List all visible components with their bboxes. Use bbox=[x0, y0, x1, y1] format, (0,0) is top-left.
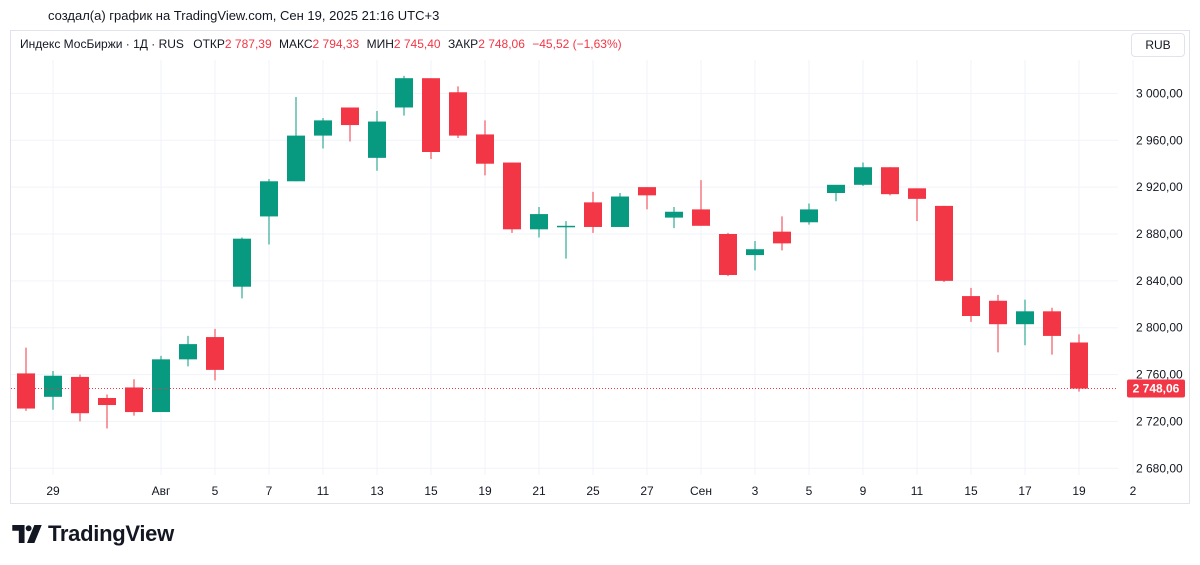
x-tick-label: 15 bbox=[424, 484, 438, 498]
candle-body[interactable] bbox=[773, 231, 791, 244]
y-axis[interactable]: 2 680,00 2 720,00 2 760,00 2 800,00 2 840,00… bbox=[1136, 86, 1183, 475]
high-value: 2 794,33 bbox=[312, 37, 360, 51]
x-tick-label: 19 bbox=[1072, 484, 1086, 498]
x-tick-label: 17 bbox=[1018, 484, 1032, 498]
candle-body[interactable] bbox=[71, 376, 89, 414]
y-tick-label: 2 960,00 bbox=[1136, 133, 1183, 147]
low-label: МИН bbox=[366, 37, 394, 51]
open-label: ОТКР bbox=[193, 37, 225, 51]
x-tick-label: 15 bbox=[964, 484, 978, 498]
x-tick-label: 25 bbox=[586, 484, 600, 498]
last-price-group: 2 748,06 bbox=[11, 379, 1185, 398]
x-tick-label: 11 bbox=[317, 484, 330, 498]
candle-body[interactable] bbox=[314, 120, 332, 136]
candle-body[interactable] bbox=[476, 134, 494, 164]
x-tick-label: 9 bbox=[860, 484, 867, 498]
chart-caption: создал(а) график на TradingView.com, Сен… bbox=[48, 8, 440, 23]
high-label: МАКС bbox=[278, 37, 313, 51]
candle-body[interactable] bbox=[44, 375, 62, 397]
candle-body[interactable] bbox=[395, 78, 413, 108]
candle-body[interactable] bbox=[17, 373, 35, 409]
x-tick-label: 7 bbox=[266, 484, 273, 498]
candle-body[interactable] bbox=[746, 249, 764, 256]
candle-body[interactable] bbox=[206, 337, 224, 370]
x-tick-label: 13 bbox=[370, 484, 384, 498]
candle-body[interactable] bbox=[881, 167, 899, 195]
x-tick-label: Сен bbox=[690, 484, 712, 498]
candle-body[interactable] bbox=[449, 92, 467, 136]
candle-body[interactable] bbox=[908, 188, 926, 199]
candle-body[interactable] bbox=[368, 121, 386, 158]
x-tick-label: 5 bbox=[212, 484, 219, 498]
candle-body[interactable] bbox=[503, 162, 521, 230]
candle-body[interactable] bbox=[341, 107, 359, 126]
close-label: ЗАКР bbox=[447, 37, 479, 51]
close-value: 2 748,06 bbox=[478, 37, 525, 51]
x-tick-label: 21 bbox=[532, 484, 546, 498]
x-tick-label: 5 bbox=[806, 484, 813, 498]
tradingview-logo-icon bbox=[12, 525, 42, 543]
x-tick-label: Авг bbox=[152, 484, 171, 498]
x-tick-label: 3 bbox=[752, 484, 759, 498]
tradingview-logo[interactable]: TradingView bbox=[12, 521, 174, 547]
candle-body[interactable] bbox=[692, 209, 710, 226]
x-tick-label: 2 bbox=[1130, 484, 1137, 498]
candle-body[interactable] bbox=[638, 187, 656, 196]
candle-body[interactable] bbox=[557, 225, 575, 228]
x-tick-label: 29 bbox=[46, 484, 60, 498]
low-value: 2 745,40 bbox=[393, 37, 441, 51]
tradingview-brand: TradingView bbox=[48, 521, 174, 546]
candle-body[interactable] bbox=[611, 196, 629, 227]
candle-body[interactable] bbox=[125, 387, 143, 413]
symbol-label[interactable]: Индекс МосБиржи · 1Д · RUS bbox=[20, 37, 184, 51]
candle-body[interactable] bbox=[1043, 311, 1061, 336]
candle-body[interactable] bbox=[584, 202, 602, 227]
candle-body[interactable] bbox=[422, 78, 440, 152]
y-tick-label: 2 840,00 bbox=[1136, 274, 1183, 288]
candle-body[interactable] bbox=[233, 238, 251, 287]
y-tick-label: 2 720,00 bbox=[1136, 414, 1183, 428]
currency-button[interactable]: RUB bbox=[1131, 33, 1185, 57]
last-price-label: 2 748,06 bbox=[1133, 382, 1180, 396]
candle-body[interactable] bbox=[179, 344, 197, 360]
y-tick-label: 3 000,00 bbox=[1136, 86, 1183, 100]
y-tick-label: 2 800,00 bbox=[1136, 321, 1183, 335]
y-tick-label: 2 680,00 bbox=[1136, 461, 1183, 475]
candle-body[interactable] bbox=[719, 234, 737, 275]
candle-body[interactable] bbox=[98, 398, 116, 406]
grid-lines bbox=[11, 60, 1134, 475]
open-value: 2 787,39 bbox=[224, 37, 272, 51]
candle-body[interactable] bbox=[1070, 342, 1088, 389]
last-price-badge bbox=[1127, 379, 1185, 398]
candle-body[interactable] bbox=[962, 296, 980, 316]
candle-body[interactable] bbox=[1016, 311, 1034, 325]
candle-body[interactable] bbox=[800, 209, 818, 223]
x-tick-label: 11 bbox=[911, 484, 924, 498]
candle-body[interactable] bbox=[260, 181, 278, 217]
candle-body[interactable] bbox=[530, 214, 548, 230]
candles-group bbox=[17, 75, 1088, 429]
candle-body[interactable] bbox=[665, 211, 683, 218]
candle-body[interactable] bbox=[935, 205, 953, 281]
candle-body[interactable] bbox=[989, 300, 1007, 325]
x-tick-label: 27 bbox=[640, 484, 654, 498]
candle-body[interactable] bbox=[854, 167, 872, 185]
candle-body[interactable] bbox=[287, 135, 305, 182]
ohlc-legend: Индекс МосБиржи · 1Д · RUS ОТКР2 787,39 … bbox=[20, 37, 622, 51]
candle-body[interactable] bbox=[152, 359, 170, 413]
candle-body[interactable] bbox=[827, 184, 845, 193]
x-axis[interactable]: 29 Авг 5 7 11 13 15 19 21 25 27 Сен 3 5 9 11 15 17 19 2 bbox=[46, 484, 1136, 498]
x-tick-label: 19 bbox=[478, 484, 492, 498]
change-value: −45,52 (−1,63%) bbox=[532, 37, 622, 51]
y-tick-label: 2 920,00 bbox=[1136, 180, 1183, 194]
y-tick-label: 2 880,00 bbox=[1136, 227, 1183, 241]
chart-frame bbox=[10, 30, 1190, 504]
y-tick-label: 2 760,00 bbox=[1136, 368, 1183, 382]
